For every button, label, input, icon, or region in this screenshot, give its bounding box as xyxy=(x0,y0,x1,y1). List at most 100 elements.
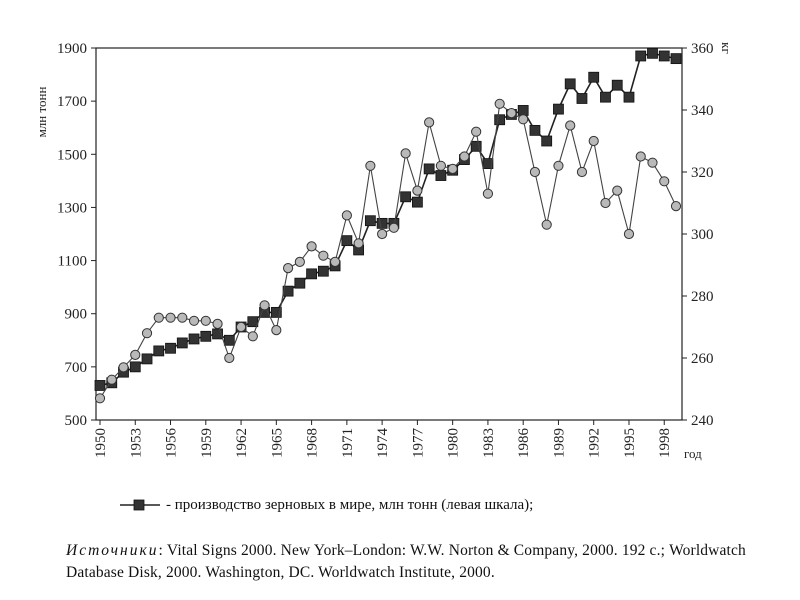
series-1-point-1961 xyxy=(223,334,235,346)
series-2-point-1982 xyxy=(471,126,482,137)
series-1-point-1976 xyxy=(400,191,412,203)
series-1-point-1989 xyxy=(553,103,564,115)
series-2-point-1995 xyxy=(623,228,635,240)
series-2-point-1998 xyxy=(659,176,670,187)
series-2 xyxy=(94,98,682,404)
series-1-point-1971 xyxy=(341,235,353,247)
series-2-point-1975 xyxy=(388,222,399,233)
series-1-point-1992 xyxy=(588,71,600,83)
series-2-point-1956 xyxy=(165,312,176,323)
series-1-point-1959 xyxy=(200,330,212,342)
series-2-point-1976 xyxy=(400,148,411,159)
series-1-point-1991 xyxy=(576,93,588,104)
series-2-point-1966 xyxy=(282,263,294,274)
series-2-point-1992 xyxy=(588,135,599,147)
legend-line-square-marker xyxy=(120,499,160,511)
series-2-point-1965 xyxy=(271,325,282,336)
series-1-point-1954 xyxy=(141,353,153,365)
sources-label: Источники xyxy=(66,542,159,559)
right-tick-label: 320 xyxy=(691,165,714,181)
series-1-point-1955 xyxy=(153,345,165,357)
series-1-point-1963 xyxy=(247,316,259,328)
series-1-point-1998 xyxy=(658,50,670,62)
chart: 500 700 900 1100 1300 1500 1700 1900 240 260 280 3… xyxy=(34,41,734,461)
series-1-point-1986 xyxy=(517,105,529,116)
x-tick-label: 1977 xyxy=(410,428,426,459)
series-2-point-1984 xyxy=(494,98,505,109)
series-2-point-1960 xyxy=(212,318,223,329)
x-axis-ticks: 1950 1953 1956 1959 1962 1965 1968 1971 1974 1977… xyxy=(93,420,673,458)
series-2-point-1970 xyxy=(330,256,341,267)
series-2-point-1986 xyxy=(518,114,529,125)
series-2-point-1968 xyxy=(306,241,317,252)
series-1-point-1988 xyxy=(541,135,553,147)
left-tick-label: 900 xyxy=(65,307,88,323)
series-layer xyxy=(94,47,682,404)
series-2-point-1973 xyxy=(365,160,376,171)
series-2-point-1983 xyxy=(482,188,494,199)
series-2-point-1980 xyxy=(447,163,458,174)
right-tick-label: 340 xyxy=(691,103,714,119)
series-2-point-1963 xyxy=(247,331,258,342)
y-axis-right-title: кг xyxy=(719,42,734,54)
series-2-line xyxy=(99,102,677,399)
series-1-point-1993 xyxy=(600,91,611,103)
series-2-point-1961 xyxy=(224,352,235,364)
x-tick-label: 1971 xyxy=(340,428,356,458)
series-2-point-1972 xyxy=(353,238,364,249)
series-2-point-1957 xyxy=(177,312,188,323)
series-1-point-1969 xyxy=(317,265,329,277)
x-tick-label: 1965 xyxy=(269,428,285,458)
series-1-point-1979 xyxy=(435,170,447,181)
series-2-point-1993 xyxy=(600,197,611,209)
x-tick-label: 1953 xyxy=(128,428,144,458)
x-tick-label: 1980 xyxy=(446,428,462,458)
series-2-point-1967 xyxy=(294,256,305,267)
series-1-point-1987 xyxy=(529,124,541,136)
series-1-point-1997 xyxy=(647,47,658,59)
right-tick-label: 240 xyxy=(691,413,714,429)
series-1-point-1950 xyxy=(94,380,106,391)
series-2-point-1954 xyxy=(141,328,153,339)
series-2-point-1989 xyxy=(553,160,564,171)
plot-area xyxy=(95,47,683,421)
x-axis-title: год xyxy=(684,446,702,461)
series-2-point-1971 xyxy=(341,210,352,221)
x-tick-label: 1983 xyxy=(481,428,497,458)
series-1 xyxy=(94,47,682,391)
series-1-point-1990 xyxy=(564,78,576,90)
series-1-point-1995 xyxy=(623,91,635,103)
series-1-point-1953 xyxy=(129,361,141,373)
left-axis-ticks: 500 700 900 1100 1300 1500 1700 1900 xyxy=(57,41,96,429)
right-axis-ticks: 240 260 280 300 320 340 360 xyxy=(682,41,714,429)
x-tick-label: 1986 xyxy=(516,428,532,459)
series-1-point-1994 xyxy=(611,79,623,91)
left-tick-label: 1500 xyxy=(57,147,87,163)
series-2-point-1994 xyxy=(612,185,623,196)
series-1-point-1958 xyxy=(188,333,200,345)
series-2-point-1953 xyxy=(130,349,141,360)
series-1-point-1977 xyxy=(411,196,423,208)
series-1-point-1983 xyxy=(482,158,494,169)
x-tick-label: 1974 xyxy=(375,428,391,459)
series-2-point-1990 xyxy=(565,120,576,131)
x-tick-label: 1992 xyxy=(587,428,603,458)
left-tick-label: 700 xyxy=(65,360,88,376)
x-tick-label: 1989 xyxy=(551,428,567,458)
left-tick-label: 1700 xyxy=(57,94,87,110)
right-tick-label: 300 xyxy=(691,227,714,243)
series-1-point-1966 xyxy=(282,285,294,297)
series-1-point-1957 xyxy=(176,337,188,349)
series-2-point-1952 xyxy=(118,362,129,373)
series-1-point-1968 xyxy=(306,268,317,280)
x-tick-label: 1998 xyxy=(657,428,673,458)
series-2-point-1977 xyxy=(412,185,423,196)
x-tick-label: 1956 xyxy=(164,428,180,459)
series-2-point-1962 xyxy=(235,321,247,333)
series-2-point-1988 xyxy=(541,219,552,230)
series-1-point-1984 xyxy=(494,114,506,126)
x-tick-label: 1968 xyxy=(305,428,321,458)
series-1-point-1973 xyxy=(364,215,376,227)
series-1-point-1967 xyxy=(294,277,306,289)
series-1-point-1996 xyxy=(635,50,647,62)
